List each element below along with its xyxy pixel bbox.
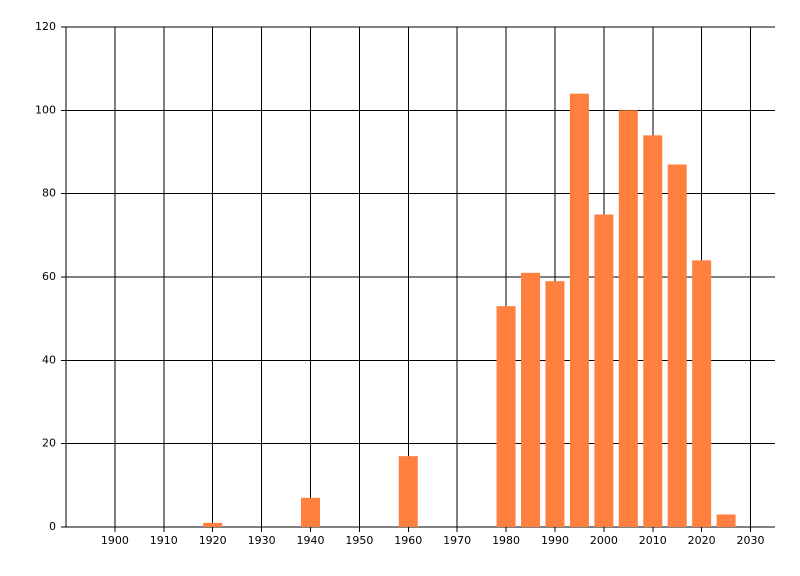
x-tick-label: 2020 (688, 534, 716, 547)
bar (643, 135, 663, 528)
x-tick-label: 1930 (248, 534, 276, 547)
bar (203, 522, 223, 527)
x-tick-label: 1950 (345, 534, 373, 547)
y-tick-label: 20 (42, 437, 56, 450)
bar (716, 514, 736, 527)
x-tick-label: 2030 (737, 534, 765, 547)
x-tick-label: 2000 (590, 534, 618, 547)
bar (594, 214, 614, 527)
bar (692, 260, 712, 527)
bar (618, 110, 638, 527)
bar (300, 497, 320, 527)
y-tick-label: 100 (35, 103, 56, 116)
bar (667, 164, 687, 527)
x-tick-label: 1980 (492, 534, 520, 547)
bar (521, 272, 541, 527)
bar (496, 306, 516, 527)
bar (545, 281, 565, 527)
x-tick-label: 1990 (541, 534, 569, 547)
x-tick-label: 1960 (394, 534, 422, 547)
y-tick-label: 80 (42, 187, 56, 200)
bar (398, 456, 418, 527)
y-tick-label: 120 (35, 20, 56, 33)
x-tick-label: 1910 (150, 534, 178, 547)
y-tick-label: 60 (42, 270, 56, 283)
x-tick-label: 1920 (199, 534, 227, 547)
y-tick-label: 0 (49, 520, 56, 533)
x-tick-label: 1940 (296, 534, 324, 547)
bar (569, 93, 589, 528)
x-tick-label: 1900 (101, 534, 129, 547)
x-tick-label: 1970 (443, 534, 471, 547)
y-tick-label: 40 (42, 353, 56, 366)
x-tick-label: 2010 (639, 534, 667, 547)
